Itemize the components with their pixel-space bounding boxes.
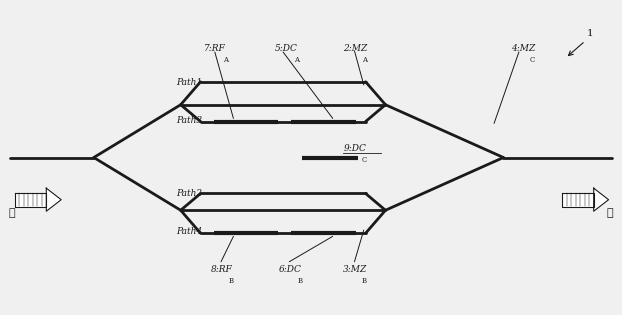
Text: 光: 光 (607, 208, 613, 218)
Text: A: A (294, 56, 299, 64)
Text: B: B (362, 277, 367, 285)
Text: A: A (362, 56, 367, 64)
Text: 4:MZ: 4:MZ (511, 44, 535, 53)
Text: 光: 光 (9, 208, 15, 218)
Polygon shape (46, 188, 61, 211)
Text: 2:MZ: 2:MZ (343, 44, 368, 53)
Polygon shape (15, 193, 46, 207)
Polygon shape (562, 193, 593, 207)
Text: 1: 1 (587, 29, 594, 38)
Text: Path3: Path3 (175, 116, 202, 125)
Text: A: A (223, 56, 228, 64)
Text: C: C (529, 56, 535, 64)
Text: Path2: Path2 (175, 189, 202, 198)
Text: 8:RF: 8:RF (210, 265, 232, 274)
Text: 9:DC: 9:DC (343, 144, 366, 152)
Text: 5:DC: 5:DC (275, 44, 298, 53)
Text: B: B (229, 277, 234, 285)
Text: 3:MZ: 3:MZ (343, 265, 368, 274)
Text: B: B (297, 277, 302, 285)
Text: Path4: Path4 (175, 227, 202, 236)
Polygon shape (593, 188, 608, 211)
Text: Path1: Path1 (175, 78, 202, 87)
Text: C: C (362, 156, 367, 164)
Text: 7:RF: 7:RF (204, 44, 226, 53)
Text: 6:DC: 6:DC (279, 265, 302, 274)
